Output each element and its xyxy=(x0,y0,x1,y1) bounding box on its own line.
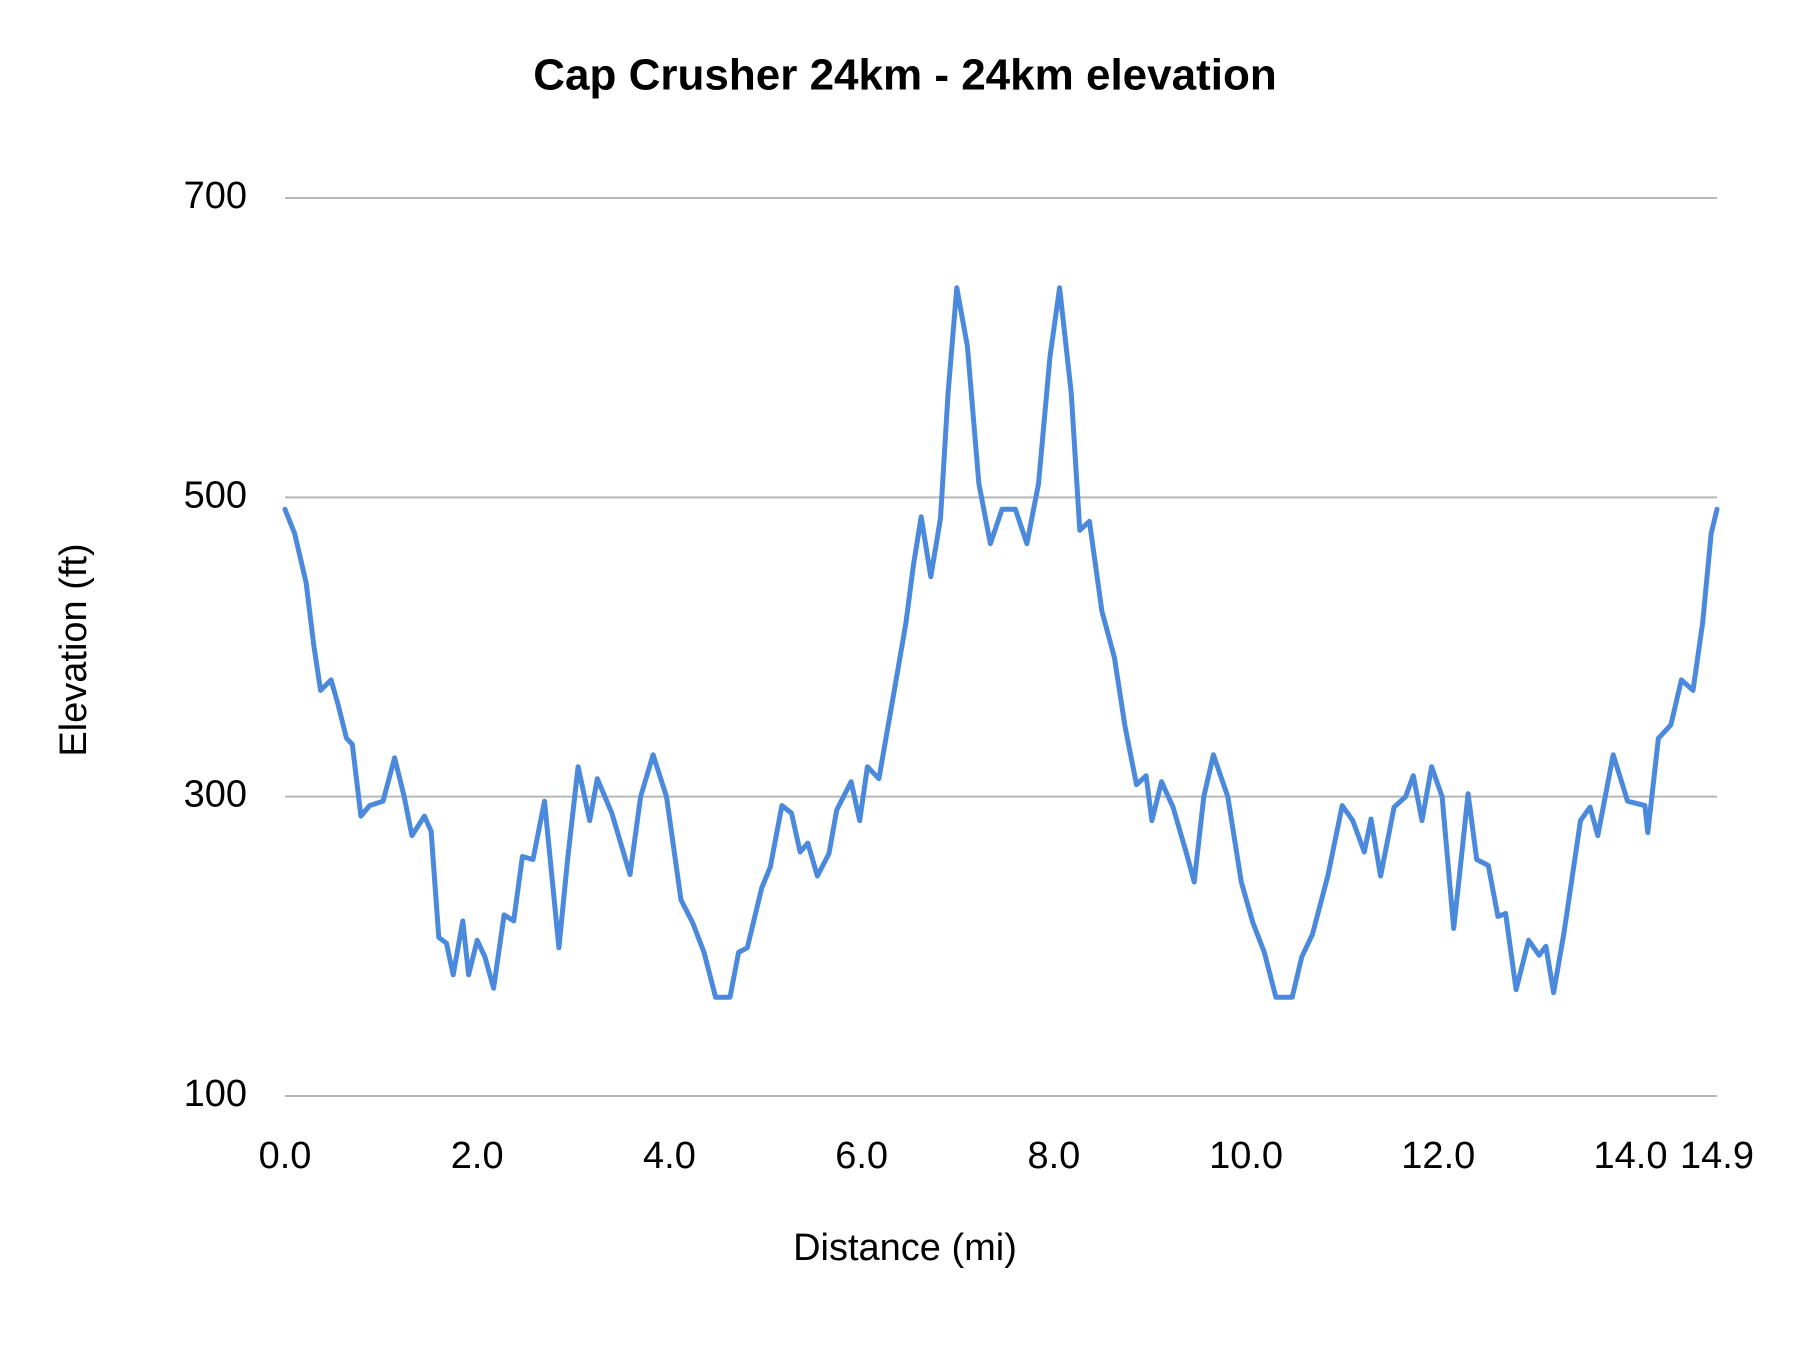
x-tick-label: 8.0 xyxy=(1027,1135,1080,1177)
x-tick-label: 0.0 xyxy=(259,1135,312,1177)
x-tick-label: 14.9 xyxy=(1680,1135,1754,1177)
x-tick-label: 14.0 xyxy=(1594,1135,1668,1177)
chart-title: Cap Crusher 24km - 24km elevation xyxy=(533,51,1276,100)
y-axis-title: Elevation (ft) xyxy=(53,543,95,756)
x-tick-label: 12.0 xyxy=(1401,1135,1475,1177)
y-tick-label: 100 xyxy=(184,1073,247,1115)
elevation-line xyxy=(282,285,1720,1000)
y-tick-label: 300 xyxy=(184,774,247,816)
x-axis-title: Distance (mi) xyxy=(793,1227,1017,1269)
x-tick-label: 10.0 xyxy=(1209,1135,1283,1177)
x-tick-label: 6.0 xyxy=(835,1135,888,1177)
y-tick-label: 500 xyxy=(184,474,247,516)
x-tick-label: 4.0 xyxy=(643,1135,696,1177)
x-tick-label: 2.0 xyxy=(451,1135,504,1177)
y-tick-label: 700 xyxy=(184,175,247,217)
